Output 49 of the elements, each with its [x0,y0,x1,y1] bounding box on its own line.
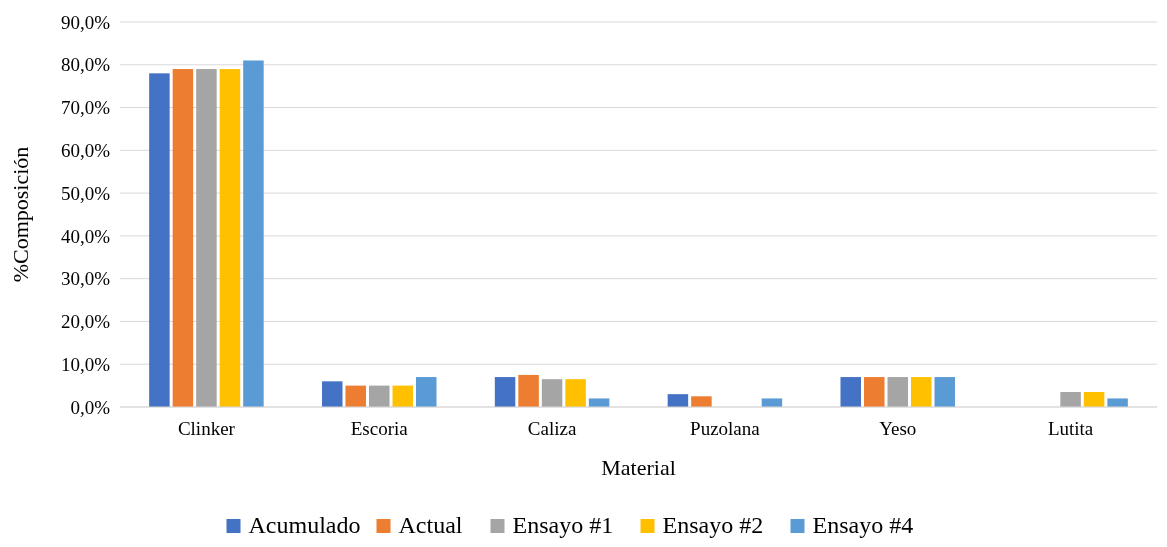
x-tick-label: Lutita [1047,418,1094,439]
bar [761,398,783,407]
bar [518,374,539,407]
y-tick-label: 70,0% [60,97,111,119]
bar [691,396,712,407]
bar [565,379,586,407]
legend-label: Ensayo #4 [812,512,914,538]
x-tick-label: Yeso [879,418,917,439]
x-tick-label: Clinker [177,418,236,439]
x-tick-label: Puzolana [690,418,761,439]
bar [345,385,366,407]
bar [1083,392,1105,407]
bar [392,385,414,407]
legend-label: Actual [398,512,463,538]
bar [588,398,610,407]
y-tick-label: 10,0% [60,353,111,375]
bar [541,379,563,407]
legend-label: Acumulado [248,512,361,538]
bar [369,385,390,407]
bar [911,377,932,407]
bar [219,69,241,407]
legend-label: Ensayo #1 [512,512,614,538]
y-tick-label: 80,0% [60,54,111,76]
bar [840,377,861,407]
y-tick-label: 50,0% [60,182,111,204]
x-tick-label: Escoria [350,418,409,439]
bar [667,394,689,407]
bar [887,377,908,407]
bar [494,377,516,407]
bar [934,377,956,407]
x-axis-title: Material [601,455,676,480]
bar [863,377,885,407]
bar [1060,392,1081,407]
y-tick-label: 90,0% [60,11,111,33]
bar [149,73,170,407]
bar [243,60,264,407]
x-tick-label: Caliza [527,418,577,439]
bar [196,69,217,407]
y-tick-label: 30,0% [60,268,111,290]
y-tick-label: 60,0% [60,139,111,161]
bar [321,381,343,407]
y-tick-label: 0,0% [70,396,111,418]
bar [416,377,437,407]
bar [1107,398,1128,407]
y-tick-label: 40,0% [60,225,111,247]
bar [172,69,194,407]
y-axis-title: %Composición [8,146,33,283]
legend-label: Ensayo #2 [662,512,764,538]
y-tick-label: 20,0% [60,311,111,333]
